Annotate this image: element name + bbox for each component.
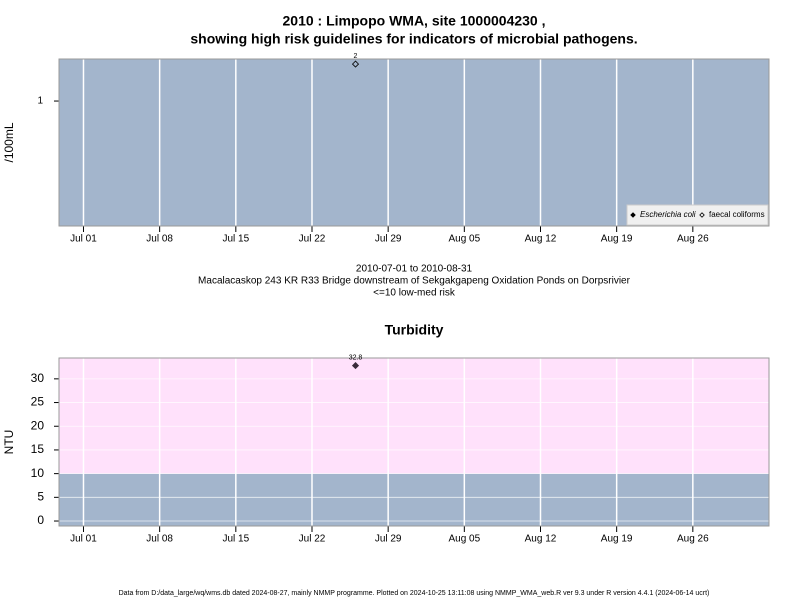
x-tick-label: Jul 29 <box>375 534 402 545</box>
caption: 2010-07-01 to 2010-08-31 <box>356 264 473 275</box>
x-tick-label: Aug 12 <box>525 534 557 545</box>
y-tick-label: 20 <box>31 418 45 432</box>
x-tick-label: Aug 05 <box>448 234 480 245</box>
y-tick-label: 1 <box>37 96 43 107</box>
data-point <box>351 60 360 68</box>
y-tick-label: 10 <box>31 466 45 480</box>
legend-marker <box>630 212 636 218</box>
legend-label: Escherichia coli <box>640 210 696 219</box>
x-tick-label: Aug 19 <box>601 534 633 545</box>
x-tick-label: Jul 08 <box>146 534 173 545</box>
y-tick-label: 5 <box>37 490 44 504</box>
x-tick-label: Jul 01 <box>70 234 97 245</box>
x-tick-label: Jul 08 <box>146 234 173 245</box>
plot-background <box>59 59 769 226</box>
caption: Macalacaskop 243 KR R33 Bridge downstrea… <box>198 276 631 287</box>
x-tick-label: Jul 15 <box>222 534 249 545</box>
data-point <box>351 362 360 370</box>
data-label: 2 <box>354 53 358 60</box>
y-tick-label: 25 <box>31 395 45 409</box>
chart-title: 2010 : Limpopo WMA, site 1000004230 , <box>283 13 546 29</box>
legend-label: faecal coliforms <box>709 210 765 219</box>
x-tick-label: Jul 22 <box>299 534 326 545</box>
risk-band <box>59 358 769 474</box>
chart-title: Turbidity <box>385 322 444 338</box>
legend-box <box>626 204 769 226</box>
x-tick-label: Jul 01 <box>70 534 97 545</box>
plot-border <box>58 357 770 527</box>
x-tick-label: Jul 15 <box>222 234 249 245</box>
y-axis-label: NTU <box>2 430 16 455</box>
x-tick-label: Aug 19 <box>601 234 633 245</box>
y-axis-label: /100mL <box>2 122 16 162</box>
x-tick-label: Aug 05 <box>448 534 480 545</box>
y-tick-label: 0 <box>37 513 44 527</box>
caption: <=10 low-med risk <box>373 288 456 299</box>
x-tick-label: Aug 26 <box>677 234 709 245</box>
x-tick-label: Jul 22 <box>299 234 326 245</box>
plot-border <box>58 58 770 227</box>
y-tick-label: 30 <box>31 371 45 385</box>
x-tick-label: Aug 12 <box>525 234 557 245</box>
x-tick-label: Aug 26 <box>677 534 709 545</box>
chart-title: showing high risk guidelines for indicat… <box>190 31 637 47</box>
footer: Data from D:/data_large/wq/wms.db dated … <box>119 590 710 597</box>
y-tick-label: 15 <box>31 442 45 456</box>
x-tick-label: Jul 29 <box>375 234 402 245</box>
data-label: 32.8 <box>349 354 363 361</box>
legend-marker <box>699 212 705 218</box>
